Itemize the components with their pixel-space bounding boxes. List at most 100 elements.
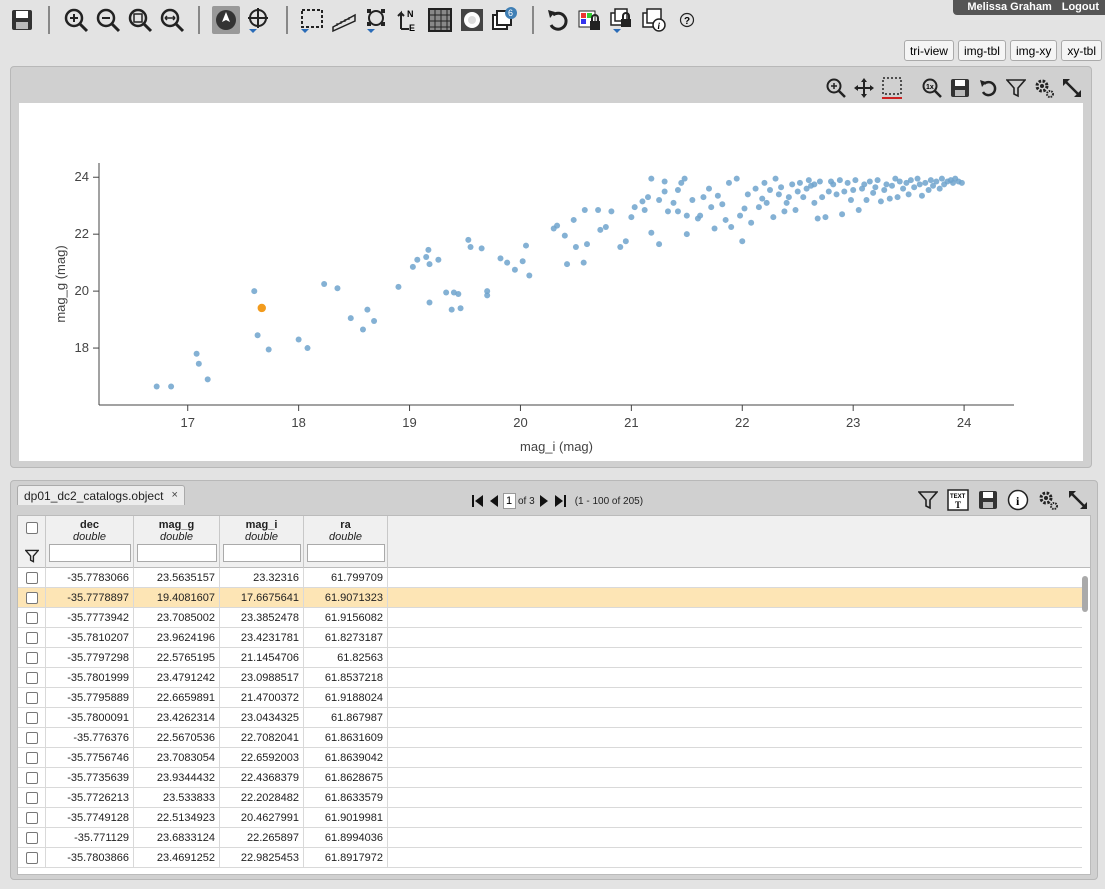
table-row[interactable]: -35.776376 22.5670536 22.7082041 61.8631609	[18, 728, 1082, 748]
chart-zoom-reset-icon[interactable]: 1x	[919, 75, 945, 101]
row-checkbox[interactable]	[26, 732, 38, 744]
data-point[interactable]	[778, 184, 785, 191]
row-checkbox[interactable]	[26, 712, 38, 724]
data-point[interactable]	[204, 376, 211, 383]
table-row[interactable]: -35.7726213 23.533833 22.2028482 61.8633579	[18, 788, 1082, 808]
data-point[interactable]	[628, 214, 635, 221]
row-checkbox[interactable]	[26, 852, 38, 864]
table-settings-icon[interactable]	[1035, 487, 1061, 513]
data-point[interactable]	[608, 208, 615, 215]
page-number-input[interactable]	[503, 493, 516, 509]
data-point[interactable]	[597, 226, 604, 233]
data-point[interactable]	[896, 178, 903, 185]
data-point[interactable]	[426, 261, 433, 268]
data-point[interactable]	[847, 197, 854, 204]
zoom-fill-icon[interactable]	[158, 6, 186, 34]
data-point[interactable]	[465, 236, 472, 243]
zoom-out-icon[interactable]	[94, 6, 122, 34]
chart-settings-icon[interactable]	[1031, 75, 1057, 101]
close-icon[interactable]: ×	[171, 489, 178, 501]
data-point[interactable]	[830, 181, 837, 188]
table-save-icon[interactable]	[975, 487, 1001, 513]
data-point[interactable]	[661, 188, 668, 195]
crosshair-icon[interactable]	[244, 6, 272, 34]
data-point[interactable]	[455, 290, 462, 297]
table-row[interactable]: -35.7795889 22.6659891 21.4700372 61.918802…	[18, 688, 1082, 708]
data-point[interactable]	[664, 208, 671, 215]
table-row[interactable]: -35.7800091 23.4262314 23.0434325 61.867987	[18, 708, 1082, 728]
data-point[interactable]	[872, 184, 879, 191]
data-point[interactable]	[870, 189, 877, 196]
tab-img-xy[interactable]: img-xy	[1009, 40, 1058, 61]
data-point[interactable]	[811, 181, 818, 188]
data-point[interactable]	[836, 177, 843, 184]
data-point[interactable]	[617, 243, 624, 250]
data-point[interactable]	[936, 185, 943, 192]
column-header-mag-i[interactable]: mag_i double	[220, 516, 304, 568]
undo-icon[interactable]	[544, 6, 572, 34]
data-point[interactable]	[741, 205, 748, 212]
data-point[interactable]	[844, 179, 851, 186]
filter-input-mag-g[interactable]	[137, 544, 217, 562]
data-point[interactable]	[900, 185, 907, 192]
table-expand-icon[interactable]	[1065, 487, 1091, 513]
data-point[interactable]	[739, 238, 746, 245]
row-checkbox[interactable]	[26, 792, 38, 804]
data-point[interactable]	[670, 199, 677, 206]
column-header-mag-g[interactable]: mag_g double	[134, 516, 220, 568]
row-checkbox[interactable]	[26, 772, 38, 784]
data-point[interactable]	[409, 263, 416, 270]
data-point[interactable]	[511, 266, 518, 273]
data-point[interactable]	[719, 201, 726, 208]
data-point[interactable]	[752, 185, 759, 192]
table-row[interactable]: -35.7783066 23.5635157 23.32316 61.799709	[18, 568, 1082, 588]
data-point[interactable]	[414, 256, 421, 263]
data-point[interactable]	[484, 288, 491, 295]
data-point[interactable]	[841, 188, 848, 195]
data-point[interactable]	[783, 199, 790, 206]
filter-icon[interactable]	[25, 549, 39, 563]
data-point[interactable]	[681, 175, 688, 182]
data-point[interactable]	[251, 288, 258, 295]
row-checkbox[interactable]	[26, 692, 38, 704]
data-point[interactable]	[622, 238, 629, 245]
lock-overlay-icon[interactable]	[608, 6, 636, 34]
data-point[interactable]	[304, 345, 311, 352]
data-point[interactable]	[863, 197, 870, 204]
data-point[interactable]	[448, 306, 455, 313]
data-point[interactable]	[911, 184, 918, 191]
data-point[interactable]	[811, 199, 818, 206]
data-point[interactable]	[722, 216, 729, 223]
data-point[interactable]	[700, 194, 707, 201]
row-checkbox[interactable]	[26, 592, 38, 604]
data-point[interactable]	[195, 360, 202, 367]
user-name[interactable]: Melissa Graham	[967, 1, 1052, 13]
next-page-icon[interactable]	[537, 493, 551, 509]
data-point[interactable]	[648, 175, 655, 182]
data-point[interactable]	[334, 285, 341, 292]
markers-icon[interactable]	[362, 6, 390, 34]
data-point[interactable]	[435, 256, 442, 263]
scatter-plot[interactable]: 17 18 19 20 21 22 23 24 18 20 22 24 mag_i (mag) mag_g…	[19, 103, 1083, 461]
table-row[interactable]: -35.7803866 23.4691252 22.9825453 61.891797…	[18, 848, 1082, 868]
data-point[interactable]	[803, 185, 810, 192]
data-point[interactable]	[770, 214, 777, 221]
data-point[interactable]	[772, 175, 779, 182]
data-point[interactable]	[794, 188, 801, 195]
data-point[interactable]	[364, 306, 371, 313]
data-point[interactable]	[689, 197, 696, 204]
data-point[interactable]	[914, 175, 921, 182]
data-point[interactable]	[907, 177, 914, 184]
data-point[interactable]	[927, 177, 934, 184]
zoom-fit-icon[interactable]	[126, 6, 154, 34]
data-point[interactable]	[595, 206, 602, 213]
data-point[interactable]	[457, 305, 464, 312]
data-point[interactable]	[711, 225, 718, 232]
data-point[interactable]	[674, 187, 681, 194]
table-row[interactable]: -35.7801999 23.4791242 23.0988517 61.853721…	[18, 668, 1082, 688]
table-row[interactable]: -35.7810207 23.9624196 23.4231781 61.827318…	[18, 628, 1082, 648]
data-point[interactable]	[763, 199, 770, 206]
chart-select-icon[interactable]	[879, 75, 905, 101]
table-row[interactable]: -35.7735639 23.9344432 22.4368379 61.862867…	[18, 768, 1082, 788]
data-point[interactable]	[866, 178, 873, 185]
